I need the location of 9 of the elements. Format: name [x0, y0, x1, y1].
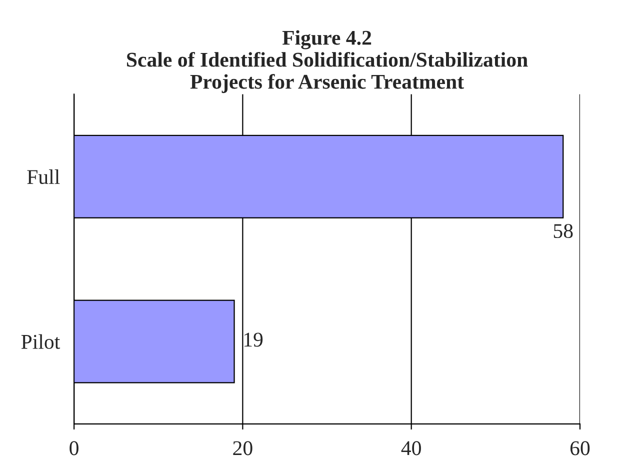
x-tick-label: 20	[233, 441, 252, 456]
data-label: 19	[244, 332, 263, 347]
y-tick-label: Full	[27, 169, 60, 184]
x-tick-label: 60	[570, 441, 590, 456]
x-tick-label: 0	[70, 441, 78, 456]
x-tick-label: 40	[401, 441, 421, 456]
data-label: 58	[554, 224, 573, 238]
chart-title: Figure 4.2 Scale of Identified Solidification/Stabilization Projects for Arsenic Treatment	[127, 30, 528, 94]
y-tick-label: Pilot	[21, 334, 60, 349]
